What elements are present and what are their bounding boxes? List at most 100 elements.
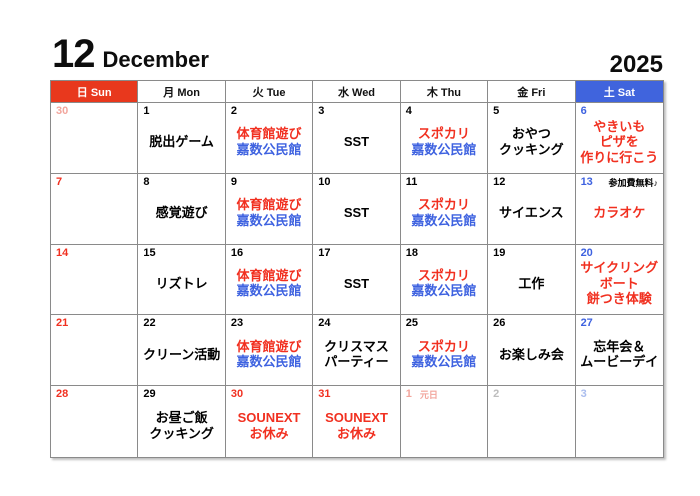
day-cell: 16 体育館遊び 嘉数公民館 — [225, 244, 314, 316]
event-block: 体育館遊び 嘉数公民館 — [229, 256, 309, 312]
event-line: 体育館遊び — [236, 126, 302, 142]
date-row: 13 参加費無料♪ — [579, 176, 660, 190]
date-row: 15 — [141, 247, 221, 261]
event-block — [54, 114, 134, 170]
date-row: 12 — [491, 176, 571, 190]
event-block: SST — [316, 114, 396, 170]
day-cell: 26 お楽しみ会 — [488, 315, 576, 387]
date-row: 18 — [404, 247, 484, 261]
date-row: 2 — [229, 105, 309, 119]
event-block: おやつ クッキング — [491, 114, 571, 170]
event-line: 嘉数公民館 — [411, 141, 477, 157]
event-line: SOUNEXT — [325, 410, 388, 426]
date-row: 3 — [316, 105, 396, 119]
day-cell: 2 — [488, 386, 576, 457]
date-row: 2 — [491, 388, 571, 402]
date-row: 7 — [54, 176, 134, 190]
date-note: 元日 — [419, 390, 438, 401]
date-number: 13 — [580, 175, 593, 188]
weekday-header-weekday: 水 Wed — [313, 81, 401, 103]
event-block — [579, 397, 660, 454]
event-line: お昼ご飯 — [155, 410, 208, 426]
date-row: 4 — [404, 105, 484, 119]
event-line: ボート — [599, 275, 639, 291]
date-number: 2 — [493, 388, 500, 401]
day-cell: 30 — [51, 103, 139, 174]
date-row: 26 — [491, 317, 571, 331]
date-row: 27 — [579, 317, 660, 331]
event-block — [54, 326, 134, 382]
date-row: 1 元日 — [404, 388, 484, 402]
date-row: 11 — [404, 176, 484, 190]
event-line: 体育館遊び — [236, 197, 302, 213]
date-row: 10 — [316, 176, 396, 190]
event-line: サイクリング — [580, 260, 659, 276]
event-block: 脱出ゲーム — [141, 114, 221, 170]
event-block: お楽しみ会 — [491, 326, 571, 382]
date-number: 30 — [56, 105, 69, 117]
event-line: 体育館遊び — [236, 267, 302, 283]
weekday-header-weekday: 木 Thu — [400, 81, 489, 103]
day-cell: 21 — [51, 315, 139, 387]
day-cell: 17 SST — [313, 244, 401, 316]
day-cell: 3 SST — [313, 103, 401, 174]
date-number: 11 — [405, 175, 418, 188]
date-row: 28 — [54, 388, 134, 402]
date-number: 20 — [580, 246, 593, 259]
day-cell: 6 やきいも ピザを 作りに行こう — [575, 103, 663, 174]
date-row: 21 — [54, 317, 134, 331]
day-cell: 30 SOUNEXT お休み — [226, 386, 314, 457]
day-cell: 25 スポカリ 嘉数公民館 — [400, 315, 489, 387]
date-row: 24 — [316, 317, 396, 331]
weekday-header-sat: 土 Sat — [575, 81, 663, 103]
date-number: 8 — [143, 175, 150, 188]
date-number: 1 — [143, 105, 150, 117]
day-cell: 31 SOUNEXT お休み — [313, 386, 401, 457]
event-block: カラオケ — [579, 185, 660, 241]
event-line: 嘉数公民館 — [411, 212, 477, 228]
day-cell: 24 クリスマス パーティー — [313, 315, 401, 387]
day-cell: 11 スポカリ 嘉数公民館 — [400, 173, 489, 245]
event-line: お休み — [336, 425, 376, 441]
date-row: 16 — [229, 247, 309, 261]
date-row: 1 — [141, 105, 221, 119]
day-cell: 3 — [576, 386, 663, 457]
event-line: 嘉数公民館 — [411, 283, 477, 299]
event-block: リズトレ — [141, 256, 221, 312]
date-row: 22 — [141, 317, 221, 331]
day-cell: 19 工作 — [488, 244, 576, 316]
day-cell: 28 — [51, 386, 139, 457]
event-block: 感覚遊び — [141, 185, 221, 241]
event-line: SST — [343, 275, 370, 291]
date-row: 23 — [229, 317, 309, 331]
event-line: 感覚遊び — [155, 204, 208, 220]
day-cell: 7 — [51, 173, 139, 245]
date-number: 7 — [56, 175, 63, 188]
day-cell: 29 お昼ご飯 クッキング — [138, 386, 226, 457]
day-cell: 1 脱出ゲーム — [138, 103, 226, 174]
date-row: 6 — [579, 105, 660, 119]
event-line: 作りに行こう — [580, 149, 659, 165]
weekday-header-weekday: 金 Fri — [488, 81, 576, 103]
date-number: 17 — [318, 246, 331, 259]
event-block — [54, 397, 134, 454]
event-block: スポカリ 嘉数公民館 — [404, 185, 484, 241]
date-row: 9 — [229, 176, 309, 190]
event-line: おやつ — [511, 126, 551, 142]
event-block: 体育館遊び 嘉数公民館 — [229, 326, 309, 382]
date-row: 5 — [491, 105, 571, 119]
event-block — [404, 397, 484, 454]
date-number: 31 — [318, 388, 331, 401]
event-line: 嘉数公民館 — [236, 212, 302, 228]
date-number: 18 — [405, 246, 418, 259]
event-block: クリスマス パーティー — [316, 326, 396, 382]
date-number: 6 — [580, 105, 587, 117]
event-block: SOUNEXT お休み — [316, 397, 396, 454]
day-cell: 18 スポカリ 嘉数公民館 — [400, 244, 489, 316]
day-cell: 12 サイエンス — [488, 173, 576, 245]
day-cell: 2 体育館遊び 嘉数公民館 — [225, 103, 314, 174]
event-line: 嘉数公民館 — [236, 354, 302, 370]
event-line: 工作 — [518, 275, 545, 291]
month-name: December — [102, 47, 209, 72]
date-number: 4 — [405, 105, 412, 117]
